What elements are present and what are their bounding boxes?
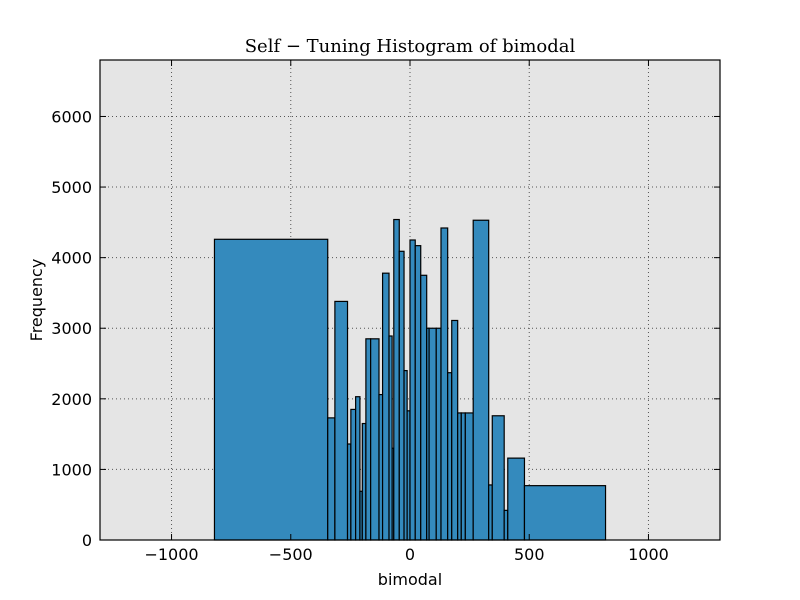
histogram-bar <box>370 338 380 541</box>
y-axis-label: Frequency <box>27 259 46 342</box>
histogram-bar <box>365 338 372 541</box>
x-tick-label: 0 <box>405 545 415 564</box>
histogram-bar <box>381 272 390 541</box>
histogram-bar <box>440 227 449 541</box>
histogram-bar <box>409 239 416 541</box>
x-tick-label: 1000 <box>628 545 669 564</box>
y-tick-label: 1000 <box>51 460 92 479</box>
histogram-bar <box>414 245 422 541</box>
x-tick-label: 500 <box>514 545 545 564</box>
x-axis-label: bimodal <box>378 570 442 589</box>
histogram-bar <box>213 238 329 541</box>
histogram-bar <box>334 300 349 541</box>
y-tick-label: 4000 <box>51 249 92 268</box>
chart-title: Self − Tuning Histogram of bimodal <box>245 36 576 57</box>
y-tick-label: 0 <box>82 531 92 550</box>
histogram-bar <box>398 250 405 541</box>
histogram-bar <box>420 274 428 541</box>
histogram-bar <box>507 457 526 541</box>
histogram-bar <box>451 319 459 541</box>
y-tick-label: 6000 <box>51 107 92 126</box>
histogram-bar <box>428 327 437 541</box>
y-tick-label: 3000 <box>51 319 92 338</box>
histogram-bar <box>460 412 466 541</box>
histogram-bar <box>327 417 336 541</box>
histogram-bar <box>464 412 474 541</box>
y-tick-label: 2000 <box>51 390 92 409</box>
histogram-bar <box>393 218 400 541</box>
histogram-bar <box>447 372 453 541</box>
histogram-bar <box>350 408 357 541</box>
x-tick-label: −500 <box>269 545 313 564</box>
histogram-bar <box>491 415 505 541</box>
y-tick-label: 5000 <box>51 178 92 197</box>
histogram-bar <box>435 327 442 541</box>
histogram-bar <box>472 219 490 541</box>
x-tick-label: −1000 <box>144 545 198 564</box>
histogram-bar <box>523 485 607 541</box>
histogram-bar <box>355 396 361 541</box>
